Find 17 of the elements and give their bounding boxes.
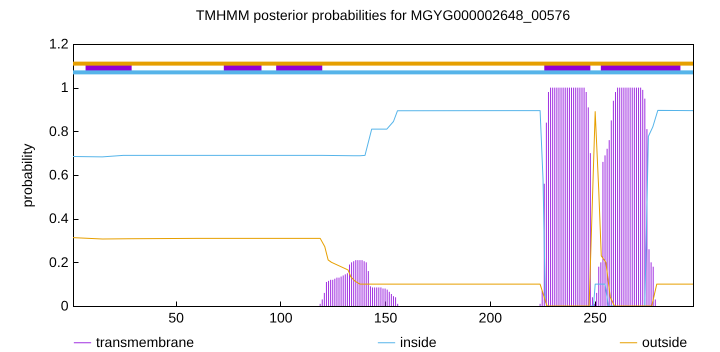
y-tick-label: 1 — [60, 79, 69, 96]
x-tick-label: 200 — [478, 310, 502, 326]
y-tick-label: 0 — [60, 298, 69, 314]
y-tick-label: 0.4 — [49, 210, 69, 226]
y-tick-label: 0.8 — [49, 122, 69, 139]
y-tick-label: 0.6 — [49, 166, 69, 182]
legend-label: outside — [642, 334, 688, 350]
legend-label: inside — [400, 334, 437, 350]
y-tick-label: 0.2 — [49, 254, 69, 270]
x-tick-label: 250 — [583, 310, 607, 326]
chart-title: TMHMM posterior probabilities for MGYG000002648_00576 — [196, 7, 570, 23]
x-tick-label: 150 — [374, 310, 398, 326]
y-axis-title: probability — [19, 144, 36, 208]
y-tick-label: 1.2 — [49, 36, 69, 52]
x-tick-label: 100 — [269, 310, 293, 326]
x-tick-label: 50 — [168, 310, 184, 326]
legend-label: transmembrane — [96, 334, 194, 350]
